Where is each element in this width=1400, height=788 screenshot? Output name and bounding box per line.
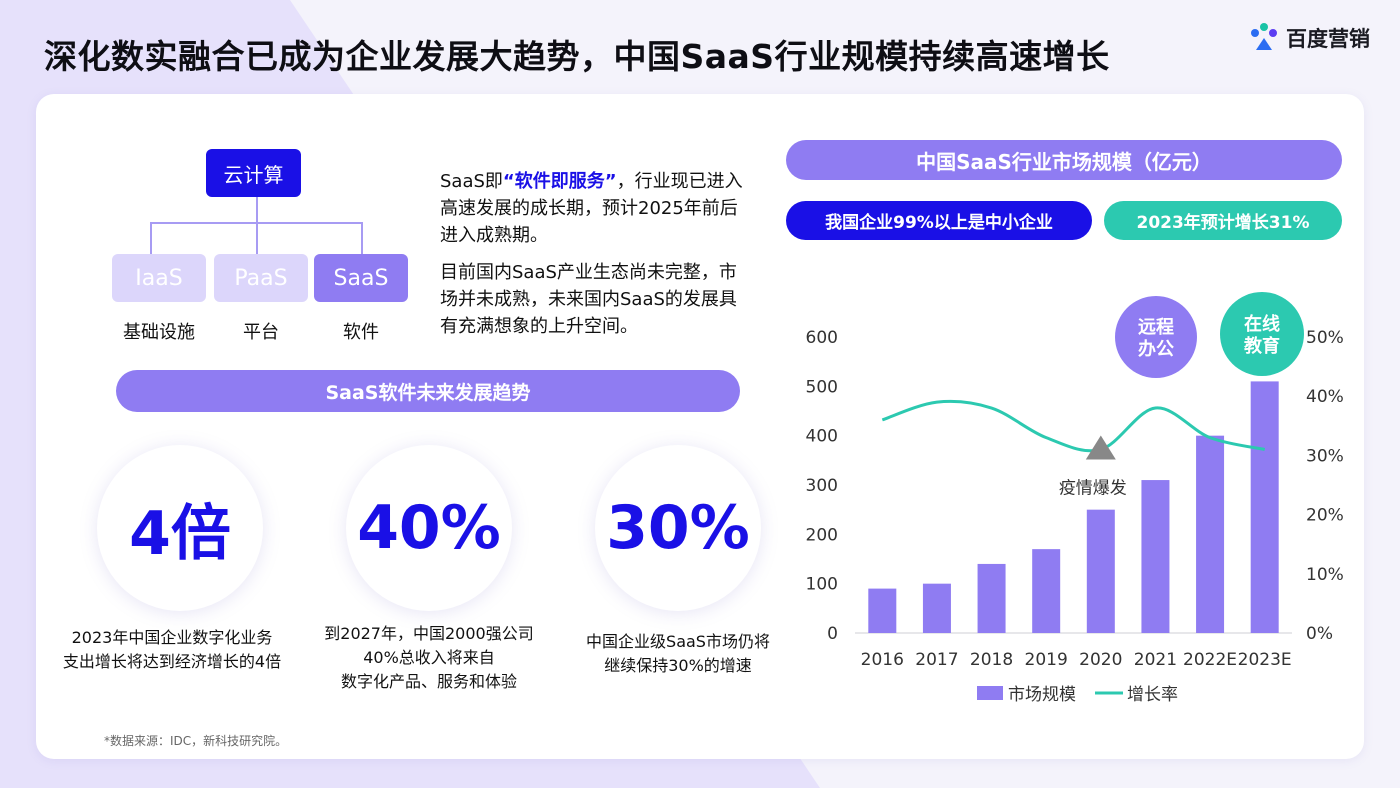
brand-name: 百度营销 <box>1286 27 1370 51</box>
tree-connector <box>361 222 363 254</box>
y-tick-label: 600 <box>806 328 838 348</box>
chart-banner: 中国SaaS行业市场规模（亿元） <box>786 140 1342 180</box>
tree-caption-saas: 软件 <box>343 322 379 343</box>
y-tick-label: 200 <box>806 525 838 545</box>
x-tick-label: 2023E <box>1238 650 1292 670</box>
event-label: 疫情爆发 <box>1059 478 1127 498</box>
event-triangle-marker <box>1085 435 1116 460</box>
x-tick-label: 2020 <box>1079 650 1122 670</box>
bubble-remote-work-label: 远程 <box>1138 317 1174 338</box>
y2-tick-label: 0% <box>1306 624 1333 644</box>
bubble-online-education-label: 教育 <box>1244 335 1280 357</box>
bubble-remote-work-label: 办公 <box>1138 338 1174 360</box>
tag-growth: 2023年预计增长31% <box>1104 201 1342 240</box>
x-tick-label: 2021 <box>1134 650 1177 670</box>
tree-connector <box>256 197 258 223</box>
y-tick-label: 100 <box>806 575 838 595</box>
y2-tick-label: 10% <box>1306 565 1344 585</box>
baidu-paw-icon <box>1251 23 1277 50</box>
tree-caption-iaas: 基础设施 <box>123 322 195 343</box>
stat-circle-2: 40% <box>346 445 512 611</box>
y-tick-label: 400 <box>806 427 838 447</box>
stat-text-2: 到2027年，中国2000强公司 40%总收入将来自 数字化产品、服务和体验 <box>324 624 534 691</box>
legend-line-label: 增长率 <box>1127 685 1178 705</box>
tree-node-saas: SaaS <box>314 254 408 302</box>
bar <box>1032 549 1061 633</box>
bar <box>1141 480 1170 633</box>
bar <box>922 583 951 633</box>
tree-root-cloud: 云计算 <box>206 149 301 197</box>
stat-circle-1: 4倍 <box>97 445 263 611</box>
tree-node-iaas: IaaS <box>112 254 206 302</box>
trend-banner: SaaS软件未来发展趋势 <box>116 370 740 412</box>
desc-prefix: SaaS即 <box>440 171 503 192</box>
bubble-remote-work <box>1115 296 1197 378</box>
x-tick-label: 2019 <box>1025 650 1068 670</box>
x-tick-label: 2022E <box>1183 650 1237 670</box>
stat-circle-3: 30% <box>595 445 761 611</box>
y-tick-label: 300 <box>806 476 838 496</box>
saas-description: SaaS即“软件即服务”，行业现已进入高速发展的成长期，预计2025年前后进入成… <box>440 168 750 249</box>
tree-node-paas: PaaS <box>214 254 308 302</box>
page-title: 深化数实融合已成为企业发展大趋势，中国SaaS行业规模持续高速增长 <box>44 37 1110 76</box>
x-tick-label: 2017 <box>915 650 958 670</box>
stat-text-1: 2023年中国企业数字化业务 支出增长将达到经济增长的4倍 <box>62 628 282 671</box>
y-tick-label: 500 <box>806 377 838 397</box>
brand-logo: 百度营销 <box>1248 20 1370 56</box>
tag-sme: 我国企业99%以上是中小企业 <box>786 201 1092 240</box>
data-source-note: *数据来源：IDC，新科技研究院。 <box>104 734 288 748</box>
tree-caption-paas: 平台 <box>243 322 279 343</box>
tree-connector <box>150 222 152 254</box>
desc-suffix: ，行业现已进入高速发展的成长期，预计2025年前后进入成熟期。 <box>440 171 743 246</box>
y2-tick-label: 20% <box>1306 506 1344 526</box>
bar <box>868 588 897 633</box>
stat-text-3: 中国企业级SaaS市场仍将 继续保持30%的增速 <box>586 632 770 675</box>
tree-connector <box>256 222 258 254</box>
bubble-online-education-label: 在线 <box>1244 313 1280 335</box>
y2-tick-label: 50% <box>1306 328 1344 348</box>
bar <box>977 563 1006 633</box>
y2-tick-label: 40% <box>1306 387 1344 407</box>
market-description: 目前国内SaaS产业生态尚未完整，市场并未成熟，未来国内SaaS的发展具有充满想… <box>440 262 737 337</box>
x-tick-label: 2018 <box>970 650 1013 670</box>
growth-line <box>881 399 1266 453</box>
bubble-online-education <box>1220 292 1304 376</box>
bar <box>1196 435 1225 633</box>
bar <box>1250 381 1279 633</box>
y-tick-label: 0 <box>827 624 838 644</box>
y2-tick-label: 30% <box>1306 446 1344 466</box>
bar <box>1086 509 1115 633</box>
desc-highlight: “软件即服务” <box>502 171 617 192</box>
legend-bar-label: 市场规模 <box>1008 685 1076 705</box>
x-tick-label: 2016 <box>861 650 904 670</box>
legend-bar-swatch <box>977 686 1003 700</box>
